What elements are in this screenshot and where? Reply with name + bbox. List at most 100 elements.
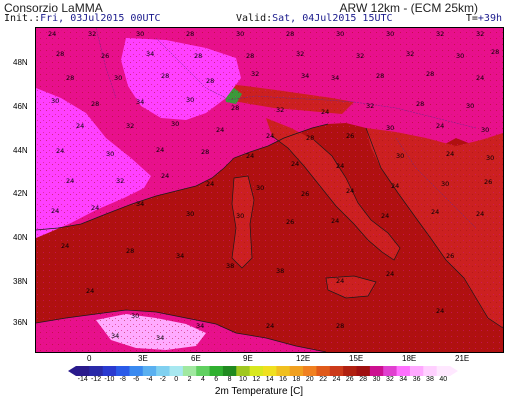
temperature-value: 26: [101, 52, 109, 60]
temperature-value: 24: [331, 217, 339, 225]
temperature-value: 28: [426, 70, 434, 78]
colorbar-tick-label: -8: [119, 376, 126, 383]
temperature-value: 24: [48, 30, 56, 38]
temperature-value: 24: [266, 322, 274, 330]
temperature-value: 24: [436, 307, 444, 315]
temperature-value: 30: [186, 210, 194, 218]
colorbar-tick-label: 26: [345, 376, 354, 383]
temperature-value: 24: [346, 187, 354, 195]
valid-value: Sat, 04Jul2015 15UTC: [272, 13, 393, 24]
coastlines: [36, 123, 503, 352]
colorbar-segment: [316, 366, 331, 376]
temperature-value: 30: [236, 30, 244, 38]
lon-label: 21E: [455, 354, 470, 363]
colorbar-tick-label: 24: [332, 376, 341, 383]
colorbar-tick-label: 22: [319, 376, 327, 383]
temperature-value: 28: [126, 247, 134, 255]
temperature-value: 30: [186, 96, 194, 104]
colorbar-segment: [76, 366, 90, 376]
temperature-value: 32: [296, 50, 304, 58]
colorbar-tick-label: 20: [305, 376, 314, 383]
temperature-value: 32: [436, 30, 444, 38]
colorbar-segment: [249, 366, 264, 376]
temperature-value: 24: [266, 132, 274, 140]
temperature-value: 24: [51, 207, 59, 215]
temperature-value: 30: [114, 74, 122, 82]
colorbar-tick-label: 10: [239, 376, 247, 383]
colorbar-segment: [276, 366, 291, 376]
temperature-value: 30: [441, 180, 449, 188]
colorbar-segment: [329, 366, 344, 376]
lat-label: 48N: [13, 58, 28, 67]
colorbar-segment: [289, 366, 304, 376]
colorbar-arrow-high: [450, 366, 458, 376]
valid-label: Valid:: [236, 13, 273, 24]
temperature-value: 30: [256, 184, 264, 192]
init-time: Init.:Fri, 03Jul2015 00UTC: [4, 13, 161, 24]
temperature-value: 24: [336, 277, 344, 285]
temperature-value: 28: [416, 100, 424, 108]
colorbar-segment: [263, 366, 277, 376]
colorbar-tick-label: -2: [159, 376, 166, 383]
lead-value: +39h: [477, 13, 502, 24]
colorbar-tick-label: 2: [187, 376, 192, 383]
lat-label: 42N: [13, 189, 28, 198]
init-label: Init.:: [4, 13, 41, 24]
valid-time: Valid:Sat, 04Jul2015 15UTC: [236, 13, 393, 24]
temperature-value: 30: [51, 97, 59, 105]
colorbar-segment: [436, 366, 451, 376]
colorbar-segment: [209, 366, 224, 376]
temperature-labels: 24 32 30 28 30 28 30 30 32 32 28 26 34 28 28 32 32 32 30 28…: [48, 30, 499, 342]
temperature-value: 24: [76, 122, 84, 130]
temperature-value: 32: [251, 70, 259, 78]
colorbar: [68, 366, 458, 376]
lon-label: 0: [87, 354, 92, 363]
temperature-value: 28: [336, 322, 344, 330]
colorbar-tick-label: 18: [292, 376, 301, 383]
lon-label: 18E: [402, 354, 417, 363]
temperature-value: 30: [131, 312, 139, 320]
colorbar-tick-label: -12: [90, 376, 102, 383]
temperature-value: 38: [226, 262, 234, 270]
legend-title: 2m Temperature [C]: [214, 386, 304, 397]
colorbar-segment: [102, 366, 117, 376]
temperature-map[interactable]: 24 32 30 28 30 28 30 30 32 32 28 26 34 28 28 32 32 32 30 28…: [35, 27, 504, 353]
temperature-value: 24: [391, 182, 399, 190]
temperature-value: 24: [66, 177, 74, 185]
temperature-value: 24: [321, 108, 329, 116]
temperature-value: 32: [476, 30, 484, 38]
temperature-value: 32: [406, 50, 414, 58]
temperature-value: 24: [91, 204, 99, 212]
temperature-value: 34: [301, 72, 309, 80]
temperature-value: 30: [171, 120, 179, 128]
colorbar-segment: [182, 366, 197, 376]
temperature-value: 28: [194, 52, 202, 60]
temperature-value: 24: [381, 212, 389, 220]
country-borders: [95, 28, 477, 229]
temperature-value: 24: [86, 287, 94, 295]
colorbar-tick-label: 30: [372, 376, 381, 383]
temperature-value: 30: [236, 212, 244, 220]
temperature-value: 24: [156, 146, 164, 154]
temperature-value: 34: [156, 334, 164, 342]
colorbar-tick-label: 16: [279, 376, 287, 383]
lat-label: 36N: [13, 318, 28, 327]
temperature-value: 32: [366, 102, 374, 110]
temperature-value: 34: [146, 50, 154, 58]
colorbar-segment: [196, 366, 211, 376]
temperature-value: 28: [306, 134, 314, 142]
lead-time: T=+39h: [466, 13, 502, 24]
temperature-value: 28: [491, 48, 499, 56]
temperature-value: 30: [456, 52, 464, 60]
temperature-value: 34: [111, 332, 119, 340]
temperature-value: 24: [436, 122, 444, 130]
temperature-value: 24: [336, 162, 344, 170]
temperature-value: 30: [386, 124, 394, 132]
temperature-value: 28: [161, 72, 169, 80]
colorbar-tick-label: 0: [174, 376, 179, 383]
colorbar-segment: [129, 366, 144, 376]
colorbar-arrow-low: [68, 366, 76, 376]
temperature-value: 26: [346, 132, 354, 140]
temperature-value: 24: [476, 210, 484, 218]
colorbar-tick-label: 38: [426, 376, 434, 383]
